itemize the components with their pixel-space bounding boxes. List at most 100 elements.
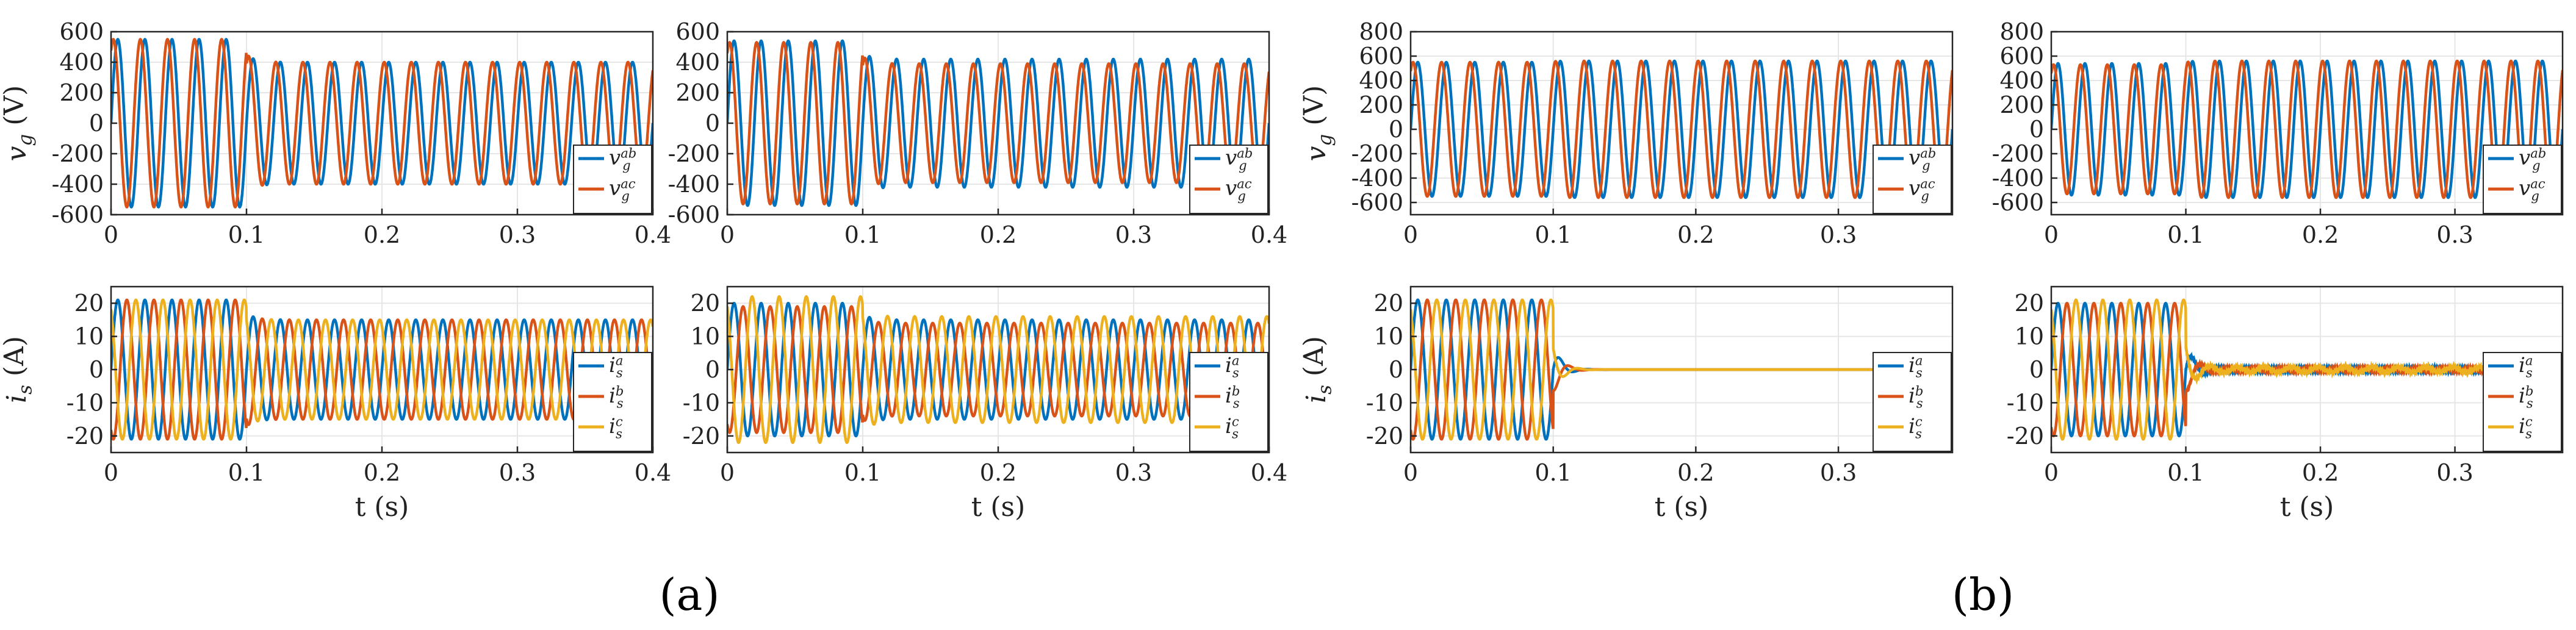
x-tick-label: 0.3 <box>1820 221 1857 248</box>
x-tick-label: 0 <box>1403 221 1418 248</box>
y-tick-label: 10 <box>1374 323 1403 350</box>
y-tick-label: -10 <box>67 389 104 416</box>
series-line-isc <box>111 298 653 441</box>
y-tick-label: 400 <box>675 49 720 76</box>
series-line-vgac <box>1411 59 1952 199</box>
y-tick-label: 10 <box>691 323 720 350</box>
y-tick-label: 0 <box>1389 116 1403 143</box>
legend-label: ib s <box>609 383 624 410</box>
y-tick-label: 10 <box>74 323 104 350</box>
legend-label: ia s <box>2519 353 2533 380</box>
x-tick-label: 0.2 <box>1677 221 1714 248</box>
legend-label: vac g <box>1225 176 1252 203</box>
series-line-isc <box>727 295 1269 445</box>
y-tick-label: -20 <box>2007 423 2044 449</box>
legend-label: vab g <box>2519 145 2546 173</box>
y-tick-label: 0 <box>2029 356 2044 383</box>
legend-label: ic s <box>1909 413 1923 441</box>
y-tick-label: 0 <box>1389 356 1403 383</box>
y-tick-label: -400 <box>52 171 104 198</box>
y-tick-label: -200 <box>668 140 720 167</box>
legend-label: ic s <box>1225 413 1239 441</box>
y-axis-label: is (A) <box>0 336 36 403</box>
x-axis-label: t (s) <box>1655 492 1709 523</box>
x-tick-label: 0.2 <box>2302 221 2339 248</box>
y-tick-label: -200 <box>1351 140 1403 167</box>
x-tick-label: 0.3 <box>2436 221 2473 248</box>
legend-label: vab g <box>1225 145 1253 173</box>
y-axis-label: vg (V) <box>1298 85 1336 162</box>
panel-label: (a) <box>659 569 719 620</box>
axes-frame <box>1409 30 1954 216</box>
x-tick-label: 0 <box>720 221 735 248</box>
y-tick-label: 200 <box>1359 91 1403 118</box>
y-tick-label: 10 <box>2015 323 2044 350</box>
x-tick-label: 0.1 <box>228 221 265 248</box>
x-tick-label: 0.1 <box>2167 221 2204 248</box>
y-tick-label: 20 <box>2015 290 2044 317</box>
series-line-vgac <box>727 40 1269 206</box>
subplot-a-voltage-0: 0 0.1 0.2 0.3 0.4 -600 -400 -200 0 200 400 600 vg (V… <box>0 18 671 248</box>
y-axis-label: vg (V) <box>0 85 36 162</box>
y-tick-label: -200 <box>52 140 104 167</box>
x-tick-label: 0.3 <box>499 221 536 248</box>
legend-label: ia s <box>609 353 623 380</box>
y-tick-label: 0 <box>705 110 720 137</box>
x-tick-label: 0 <box>104 221 118 248</box>
y-tick-label: 0 <box>89 356 104 383</box>
x-tick-label: 0.1 <box>844 459 881 486</box>
x-tick-label: 0.4 <box>1251 459 1287 486</box>
series-line-isb <box>727 305 1269 434</box>
x-tick-label: 0.2 <box>980 459 1016 486</box>
y-tick-label: -600 <box>1351 189 1403 216</box>
series-line-isc <box>1411 298 1952 441</box>
y-tick-label: 20 <box>74 290 104 317</box>
y-tick-label: 600 <box>59 18 104 45</box>
x-tick-label: 0.2 <box>364 221 400 248</box>
legend-label: vab g <box>609 145 636 173</box>
legend-label: ib s <box>1909 383 1923 410</box>
legend-box <box>1189 145 1268 214</box>
x-tick-label: 0.4 <box>635 221 671 248</box>
y-tick-label: -10 <box>2007 389 2044 416</box>
y-tick-label: -600 <box>52 201 104 228</box>
y-tick-label: 400 <box>59 49 104 76</box>
x-axis-label: t (s) <box>355 492 409 523</box>
y-tick-label: -400 <box>1351 165 1403 192</box>
x-tick-label: 0.1 <box>1534 459 1571 486</box>
x-tick-label: 0.2 <box>1677 459 1714 486</box>
y-tick-label: -10 <box>1366 389 1403 416</box>
legend-box <box>2483 145 2562 214</box>
legend-box <box>1873 145 1952 214</box>
x-tick-label: 0.2 <box>2302 459 2339 486</box>
x-tick-label: 0.4 <box>635 459 671 486</box>
y-tick-label: 0 <box>89 110 104 137</box>
x-tick-label: 0.3 <box>2436 459 2473 486</box>
axes-frame <box>2050 30 2564 216</box>
x-axis-label: t (s) <box>971 492 1026 523</box>
legend-box <box>573 352 652 452</box>
legend-box <box>2483 352 2562 452</box>
series-line-vgac <box>2051 59 2563 199</box>
y-tick-label: -10 <box>683 389 720 416</box>
x-tick-label: 0.3 <box>1820 459 1857 486</box>
x-tick-label: 0.3 <box>1115 459 1152 486</box>
subplot-a-current-5: 0 0.1 0.2 0.3 0.4 -20 -10 0 10 20 t (s) ia s ib s ic s <box>683 285 1287 523</box>
y-tick-label: 0 <box>705 356 720 383</box>
y-tick-label: 600 <box>675 18 720 45</box>
y-tick-label: 600 <box>1999 43 2044 70</box>
subplot-b-current-6: 0 0.1 0.2 0.3 -20 -10 0 10 20 is (A) t (s) ia s ib s ic… <box>1298 285 1954 523</box>
x-tick-label: 0 <box>2044 459 2059 486</box>
y-tick-label: 0 <box>2029 116 2044 143</box>
subplot-a-current-4: 0 0.1 0.2 0.3 0.4 -20 -10 0 10 20 is (A) t (s) ia s ib… <box>0 285 671 523</box>
x-tick-label: 0 <box>1403 459 1418 486</box>
x-tick-label: 0.1 <box>1534 221 1571 248</box>
legend-label: ia s <box>1225 353 1239 380</box>
x-tick-label: 0 <box>720 459 735 486</box>
x-tick-label: 0.1 <box>844 221 881 248</box>
subplot-a-voltage-1: 0 0.1 0.2 0.3 0.4 -600 -400 -200 0 200 400 600 vab g v… <box>668 18 1288 248</box>
y-tick-label: 20 <box>691 290 720 317</box>
y-tick-label: -20 <box>683 423 720 449</box>
